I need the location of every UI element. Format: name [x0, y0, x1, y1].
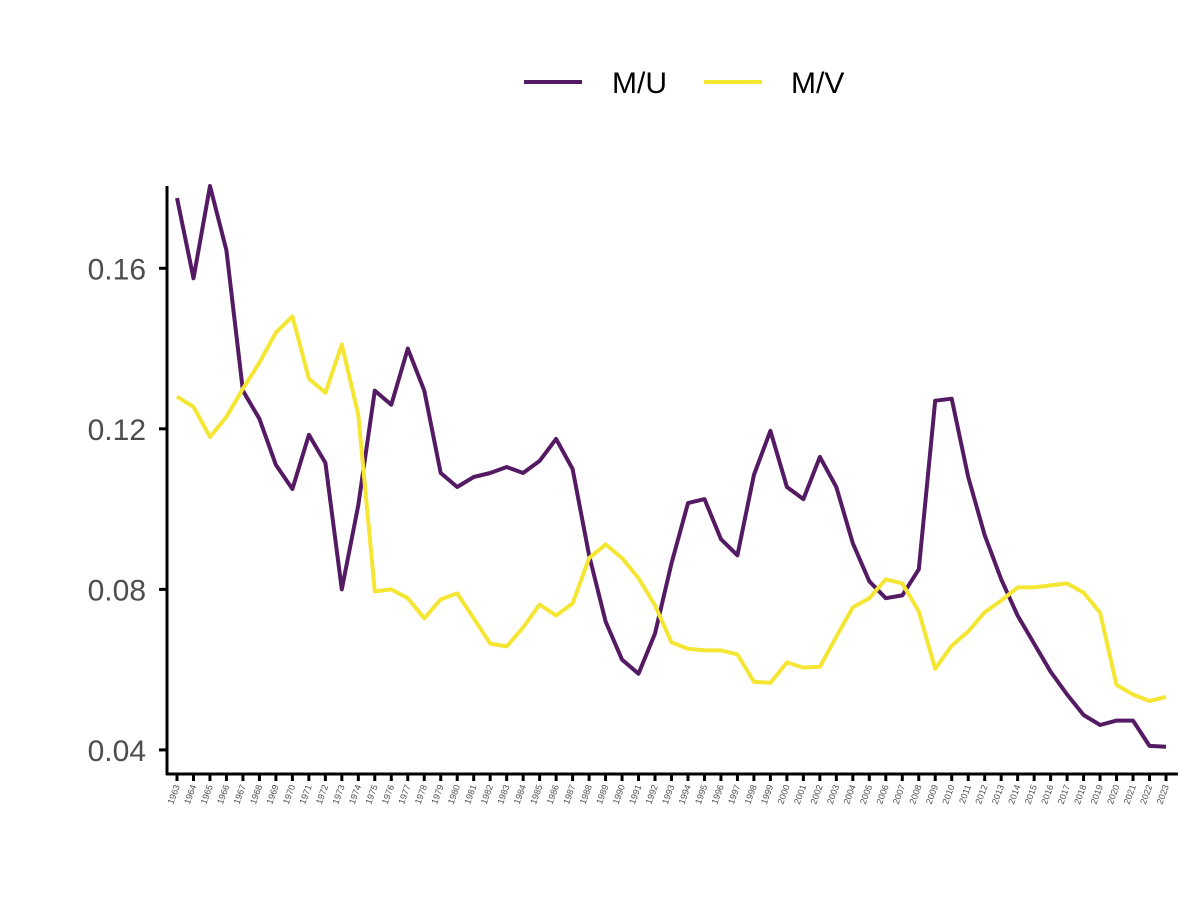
- x-tick-label: 1995: [693, 783, 709, 805]
- x-tick-label: 1965: [199, 783, 215, 805]
- x-tick-label: 1968: [248, 783, 264, 805]
- x-tick-label: 1966: [215, 783, 231, 805]
- x-tick-label: 1977: [396, 783, 412, 805]
- x-tick-label: 1963: [166, 783, 182, 805]
- x-tick-label: 2007: [891, 783, 907, 805]
- x-tick-label: 1996: [710, 783, 726, 805]
- x-tick-label: 2010: [940, 783, 956, 805]
- x-tick-label: 1998: [743, 783, 759, 805]
- x-tick-label: 2023: [1155, 783, 1171, 805]
- x-tick-label: 1989: [594, 783, 610, 805]
- x-tick-label: 1984: [512, 783, 528, 805]
- x-tick-label: 1991: [627, 783, 643, 805]
- x-tick-label: 2001: [792, 783, 808, 805]
- x-tick-label: 1997: [726, 783, 742, 805]
- x-tick-label: 2000: [776, 783, 792, 805]
- x-tick-label: 2013: [990, 783, 1006, 805]
- x-tick-label: 1992: [644, 783, 660, 805]
- y-tick-label: 0.12: [88, 414, 146, 447]
- x-tick-label: 1979: [429, 783, 445, 805]
- x-tick-label: 2009: [924, 783, 940, 805]
- x-tick-label: 1987: [561, 783, 577, 805]
- legend-label-mu: M/U: [612, 67, 667, 100]
- x-tick-label: 2015: [1023, 783, 1039, 805]
- x-tick-label: 1983: [495, 783, 511, 805]
- x-tick-label: 2012: [973, 783, 989, 805]
- x-tick-label: 2002: [808, 783, 824, 805]
- x-tick-label: 2019: [1089, 783, 1105, 805]
- x-tick-label: 2008: [907, 783, 923, 805]
- legend: M/U M/V: [524, 67, 844, 100]
- x-tick-label: 2014: [1006, 783, 1022, 805]
- axes: [165, 186, 1178, 776]
- x-tick-label: 2005: [858, 783, 874, 805]
- x-tick-label: 1976: [380, 783, 396, 805]
- x-tick-label: 2018: [1072, 783, 1088, 805]
- x-tick-label: 1999: [759, 783, 775, 805]
- x-tick-label: 1988: [578, 783, 594, 805]
- x-tick-label: 1994: [677, 783, 693, 805]
- x-tick-label: 2016: [1039, 783, 1055, 805]
- x-tick-label: 1969: [265, 783, 281, 805]
- series-line-mv: [175, 314, 1167, 703]
- x-tick-label: 1985: [528, 783, 544, 805]
- x-tick-label: 1974: [347, 783, 363, 805]
- x-tick-label: 1975: [363, 783, 379, 805]
- x-tick-label: 2021: [1122, 783, 1138, 805]
- y-tick-label: 0.08: [88, 574, 146, 607]
- x-tick-label: 1982: [479, 783, 495, 805]
- x-tick-label: 1972: [314, 783, 330, 805]
- x-tick-label: 1990: [611, 783, 627, 805]
- x-ticks: 1963 1964 1965 1966 1967 1968 1969 1970 1971 1972…: [166, 774, 1171, 806]
- x-tick-label: 2006: [874, 783, 890, 805]
- legend-label-mv: M/V: [791, 67, 844, 100]
- x-tick-label: 1981: [462, 783, 478, 805]
- x-tick-label: 1967: [232, 783, 248, 805]
- series-line-mu: [175, 184, 1167, 749]
- x-tick-label: 2003: [825, 783, 841, 805]
- y-ticks: 0.04 0.08 0.12 0.16: [88, 253, 167, 768]
- x-tick-label: 2020: [1105, 783, 1121, 805]
- x-tick-label: 2011: [957, 783, 973, 805]
- series-lines: [175, 184, 1167, 749]
- y-tick-label: 0.04: [88, 735, 146, 768]
- x-tick-label: 2017: [1056, 783, 1072, 805]
- y-tick-label: 0.16: [88, 253, 146, 286]
- x-tick-label: 1980: [446, 783, 462, 805]
- x-tick-label: 1971: [297, 783, 313, 805]
- x-tick-label: 1978: [413, 783, 429, 805]
- x-tick-label: 1964: [182, 783, 198, 805]
- x-tick-label: 1970: [281, 783, 297, 805]
- x-tick-label: 2004: [841, 783, 857, 805]
- x-tick-label: 1993: [660, 783, 676, 805]
- x-tick-label: 1986: [545, 783, 561, 805]
- x-tick-label: 1973: [330, 783, 346, 805]
- x-tick-label: 2022: [1138, 783, 1154, 805]
